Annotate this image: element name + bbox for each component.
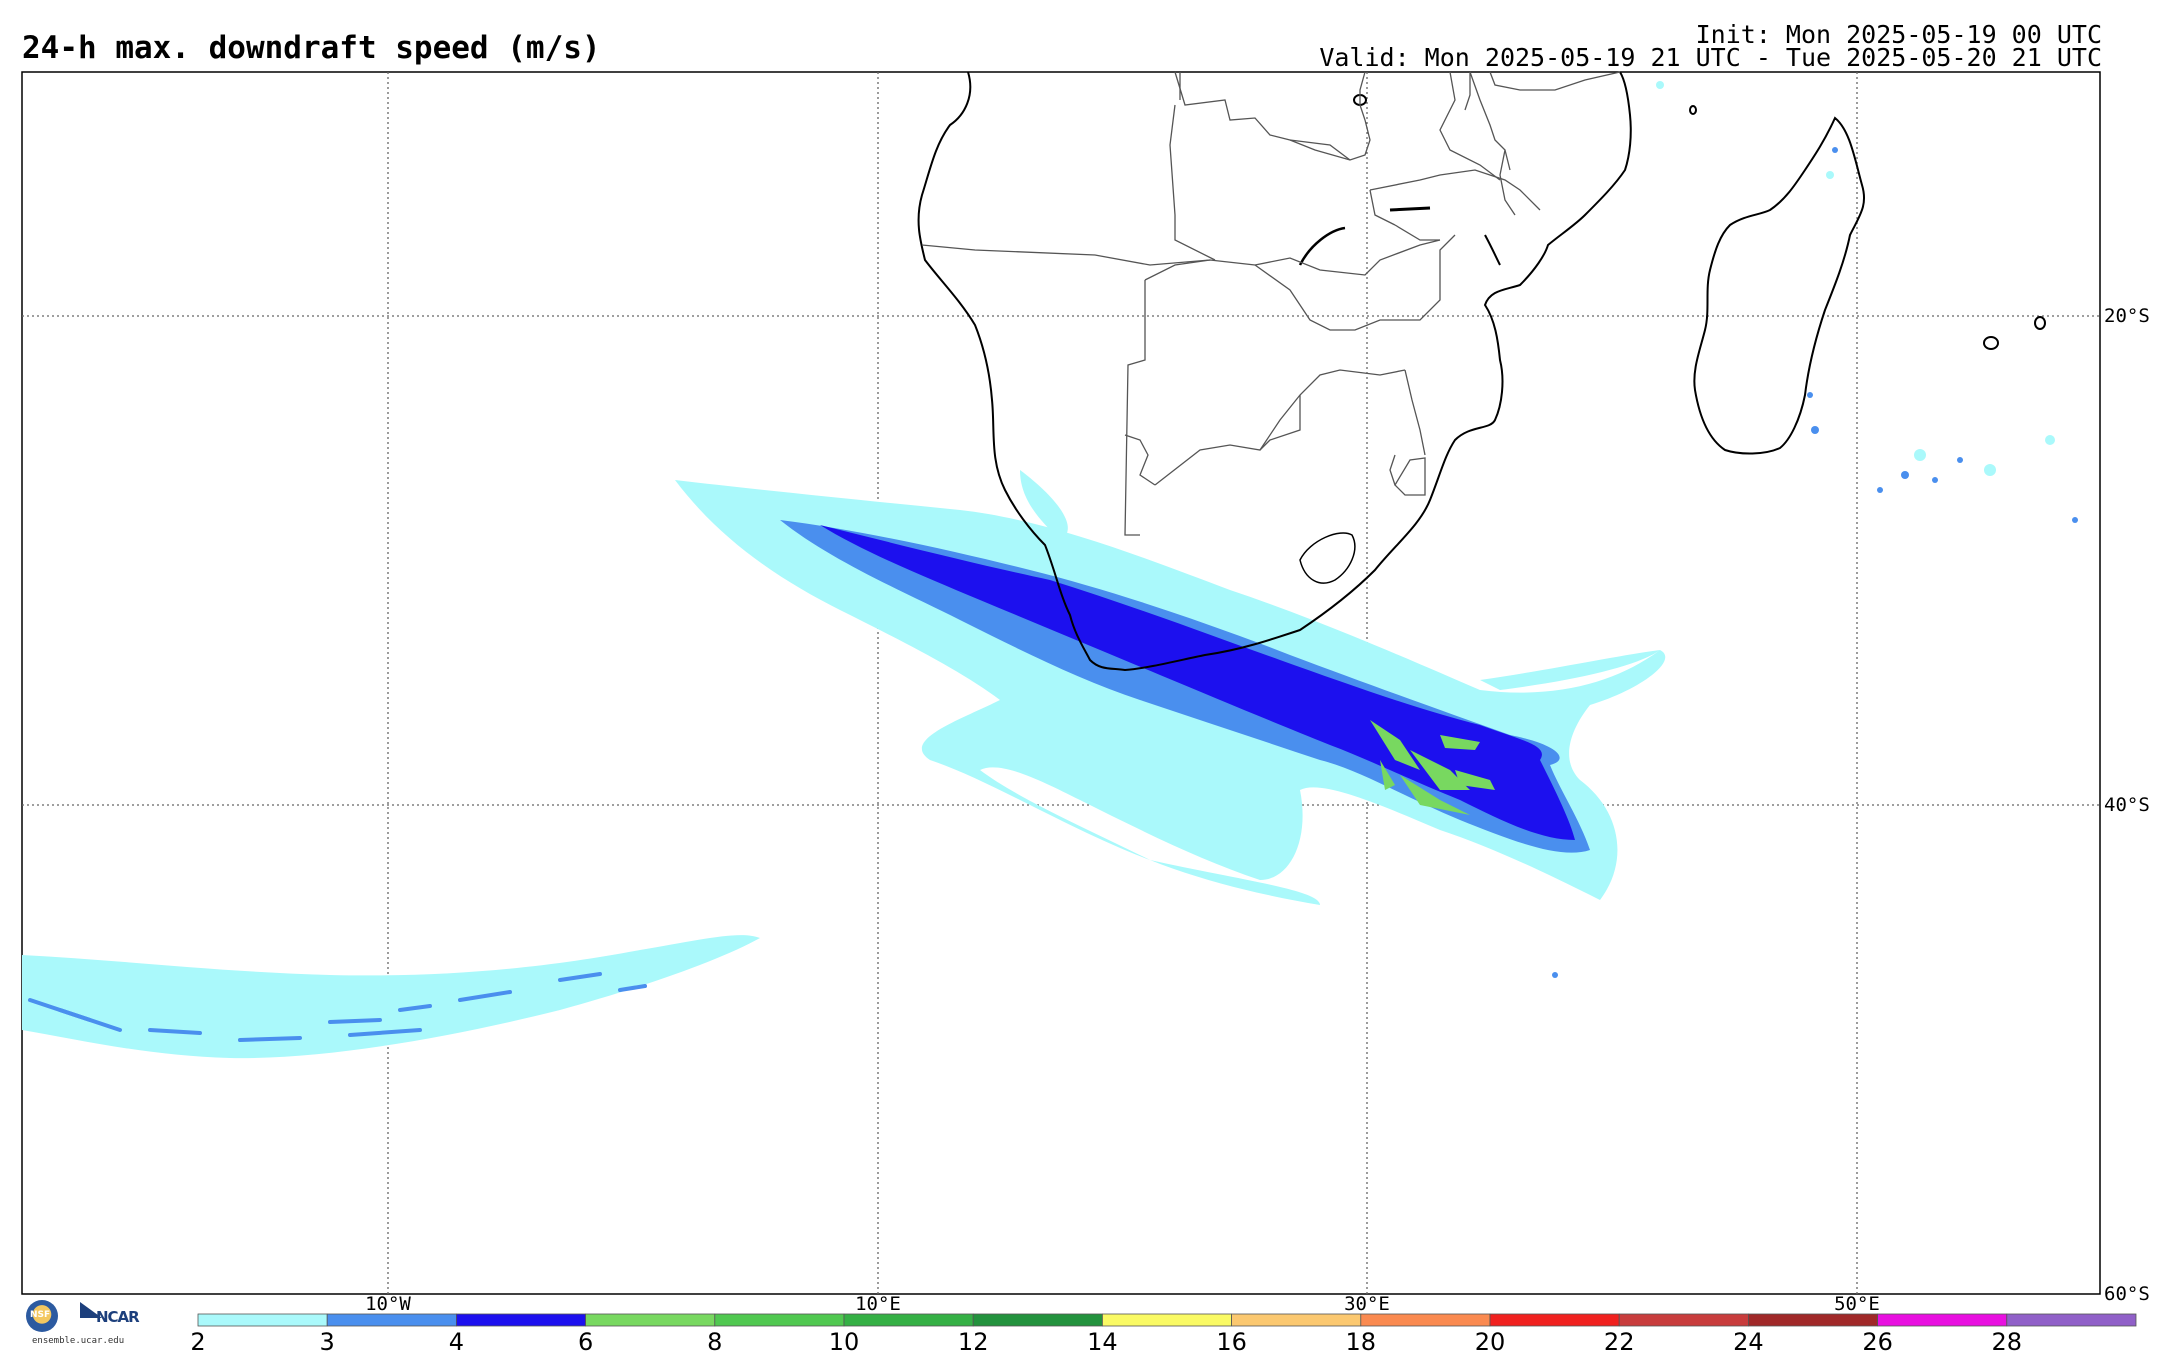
colorbar-tick-label: 24 <box>1733 1328 1764 1354</box>
lon-label-10w: 10°W <box>365 1293 411 1315</box>
colorbar-swatch <box>1231 1313 1362 1327</box>
colorbar-tick-label: 16 <box>1216 1328 1247 1354</box>
colorbar-tick-label: 10 <box>829 1328 860 1354</box>
mauritius <box>1983 336 1999 350</box>
colorbar-swatch <box>1489 1313 1620 1327</box>
colorbar-swatch <box>972 1313 1103 1327</box>
colorbar-swatch <box>1877 1313 2008 1327</box>
colorbar-swatch <box>455 1313 586 1327</box>
init-time: Init: Mon 2025-05-19 00 UTC <box>1695 20 2102 49</box>
green-cells <box>1370 720 1495 815</box>
downdraft-swath-atlantic <box>22 935 760 1059</box>
colorbar-swatch <box>326 1313 457 1327</box>
lat-labels: 20°S 40°S 60°S <box>2104 305 2150 1305</box>
logo-area: NSF NCAR ensemble.ucar.edu <box>22 1296 162 1350</box>
lat-label-40s: 40°S <box>2104 794 2150 816</box>
lon-label-30e: 30°E <box>1344 1293 1390 1315</box>
colorbar: 2 3 4 6 8 10 12 14 16 18 20 22 24 26 28 <box>190 1313 2137 1354</box>
colorbar-tick-label: 8 <box>707 1328 722 1354</box>
colorbar-tick-label: 12 <box>958 1328 989 1354</box>
downdraft-swath-south-africa <box>675 470 1666 905</box>
colorbar-tick-label: 28 <box>1992 1328 2023 1354</box>
lon-label-50e: 50°E <box>1834 1293 1880 1315</box>
country-borders <box>921 71 1621 536</box>
colorbar-tick-label: 22 <box>1604 1328 1635 1354</box>
colorbar-tick-label: 2 <box>190 1328 205 1354</box>
scattered-light-cells <box>1656 81 2055 476</box>
scattered-cells <box>1552 147 2078 978</box>
africa-coastline <box>917 71 1632 672</box>
madagascar <box>1693 116 1866 455</box>
site-url: ensemble.ucar.edu <box>32 1336 125 1346</box>
nsf-logo <box>26 1300 58 1332</box>
colorbar-swatch <box>843 1313 974 1327</box>
valid-time: Valid: Mon 2025-05-19 21 UTC - Tue 2025-… <box>1319 43 2102 72</box>
nsf-logo-text: NSF <box>30 1310 51 1320</box>
colorbar-swatch <box>585 1313 716 1327</box>
colorbar-tick-label: 26 <box>1862 1328 1893 1354</box>
colorbar-tick-label: 14 <box>1087 1328 1118 1354</box>
lat-label-60s: 60°S <box>2104 1283 2150 1305</box>
colorbar-tick-label: 18 <box>1346 1328 1377 1354</box>
colorbar-swatch <box>714 1313 845 1327</box>
colorbar-swatch <box>1748 1313 1879 1327</box>
lake-malawi <box>1484 234 1501 266</box>
colorbar-tick-label: 3 <box>320 1328 335 1354</box>
ncar-logo-mark <box>80 1302 102 1318</box>
lesotho <box>1299 532 1356 584</box>
colorbar-swatch <box>197 1313 328 1327</box>
map-title: 24-h max. downdraft speed (m/s) <box>22 30 601 66</box>
colorbar-tick-label: 4 <box>449 1328 464 1354</box>
reunion <box>2034 316 2046 330</box>
lat-label-20s: 20°S <box>2104 305 2150 327</box>
colorbar-tick-label: 20 <box>1475 1328 1506 1354</box>
colorbar-tick-label: 6 <box>578 1328 593 1354</box>
lon-label-10e: 10°E <box>855 1293 901 1315</box>
map-frame <box>21 71 2101 1295</box>
colorbar-swatch <box>1618 1313 1749 1327</box>
ncar-logo-text: NCAR <box>96 1308 140 1326</box>
lake-kariba <box>1389 206 1431 212</box>
lon-labels: 10°W 10°E 30°E 50°E <box>365 1293 1880 1315</box>
colorbar-swatch <box>2006 1313 2137 1327</box>
colorbar-swatch <box>1102 1313 1233 1327</box>
comoros <box>1689 105 1697 115</box>
lake-zambia <box>1298 226 1346 266</box>
colorbar-swatch <box>1360 1313 1491 1327</box>
